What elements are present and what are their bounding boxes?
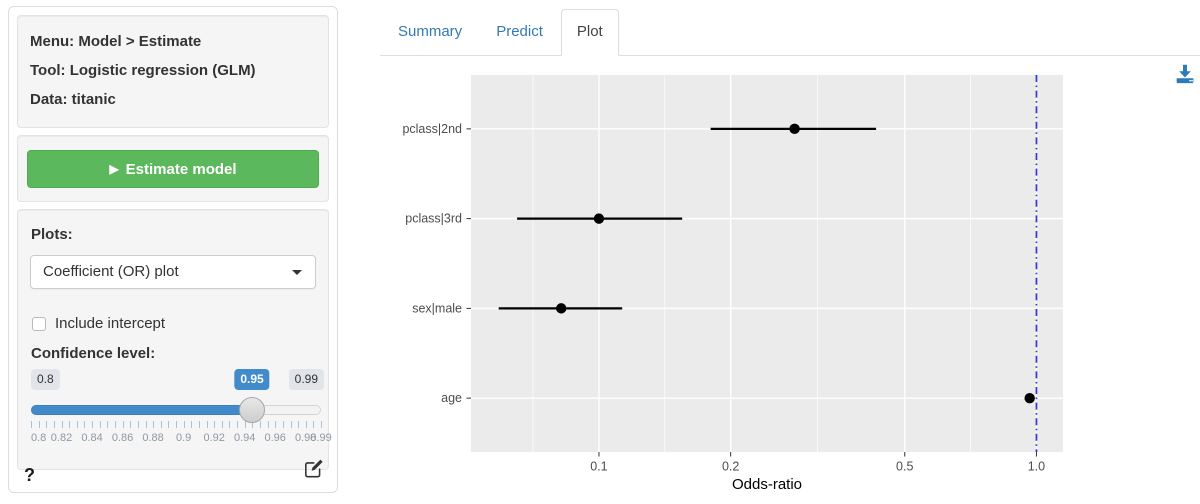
y-axis-label: pclass|2nd: [402, 122, 462, 136]
tab-summary[interactable]: Summary: [398, 23, 463, 40]
menu-breadcrumb: Menu: Model > Estimate: [30, 33, 202, 50]
dataset-name: Data: titanic: [30, 91, 116, 108]
help-button[interactable]: ?: [24, 465, 35, 485]
odds-ratio-point: [789, 123, 800, 135]
caret-down-icon: [292, 270, 302, 275]
edit-report-icon[interactable]: [303, 458, 324, 484]
include-intercept-label: Include intercept: [55, 315, 166, 332]
y-axis-label: age: [441, 391, 462, 405]
slider-handle[interactable]: [239, 397, 265, 423]
tab-plot[interactable]: Plot: [560, 9, 619, 56]
model-info-panel: Menu: Model > Estimate Tool: Logistic re…: [17, 15, 329, 128]
plot-options-panel: Plots: Coefficient (OR) plot Include int…: [17, 209, 332, 470]
x-tick-label: 0.5: [896, 460, 913, 474]
slider-max-badge: 0.99: [288, 369, 324, 390]
y-axis-label: sex|male: [412, 301, 462, 315]
confidence-slider: 0.8 0.95 0.99 0.8 0.82 0.84 0.86 0.88 0.9 0.92…: [31, 369, 332, 451]
sidebar: Menu: Model > Estimate Tool: Logistic re…: [8, 6, 338, 493]
play-icon: ▶: [109, 161, 119, 176]
x-tick-label: 1.0: [1028, 460, 1045, 474]
odds-ratio-point: [556, 303, 567, 314]
include-intercept-checkbox[interactable]: [32, 316, 46, 331]
slider-min-badge: 0.8: [31, 369, 60, 390]
estimate-model-label: Estimate model: [125, 160, 237, 178]
slider-track-fill: [31, 405, 252, 415]
odds-ratio-point: [593, 213, 605, 224]
x-tick-label: 0.2: [722, 460, 739, 474]
estimate-panel: ▶ Estimate model: [17, 135, 329, 202]
slider-value-badge: 0.95: [234, 369, 270, 390]
x-tick-label: 0.1: [590, 460, 607, 474]
tool-name: Tool: Logistic regression (GLM): [30, 62, 256, 79]
confidence-level-label: Confidence level:: [31, 345, 156, 362]
plot-type-selected-value: Coefficient (OR) plot: [43, 263, 179, 280]
plots-label: Plots:: [31, 226, 73, 243]
estimate-model-button[interactable]: ▶ Estimate model: [27, 150, 319, 188]
download-plot-button[interactable]: [1174, 63, 1196, 85]
include-intercept-row: Include intercept: [32, 315, 316, 332]
plot-type-select[interactable]: Coefficient (OR) plot: [30, 255, 316, 289]
coefficient-plot: 0.1 0.2 0.5 1.0 pclass|2nd pclass|3rd sex|male…: [402, 75, 1063, 493]
odds-ratio-point: [1024, 392, 1035, 404]
result-tabs: Summary Predict Plot: [380, 9, 1200, 56]
y-axis-label: pclass|3rd: [405, 212, 462, 226]
plot-panel: [471, 75, 1063, 452]
tab-predict[interactable]: Predict: [496, 23, 543, 40]
x-axis-title: Odds-ratio: [732, 476, 802, 493]
